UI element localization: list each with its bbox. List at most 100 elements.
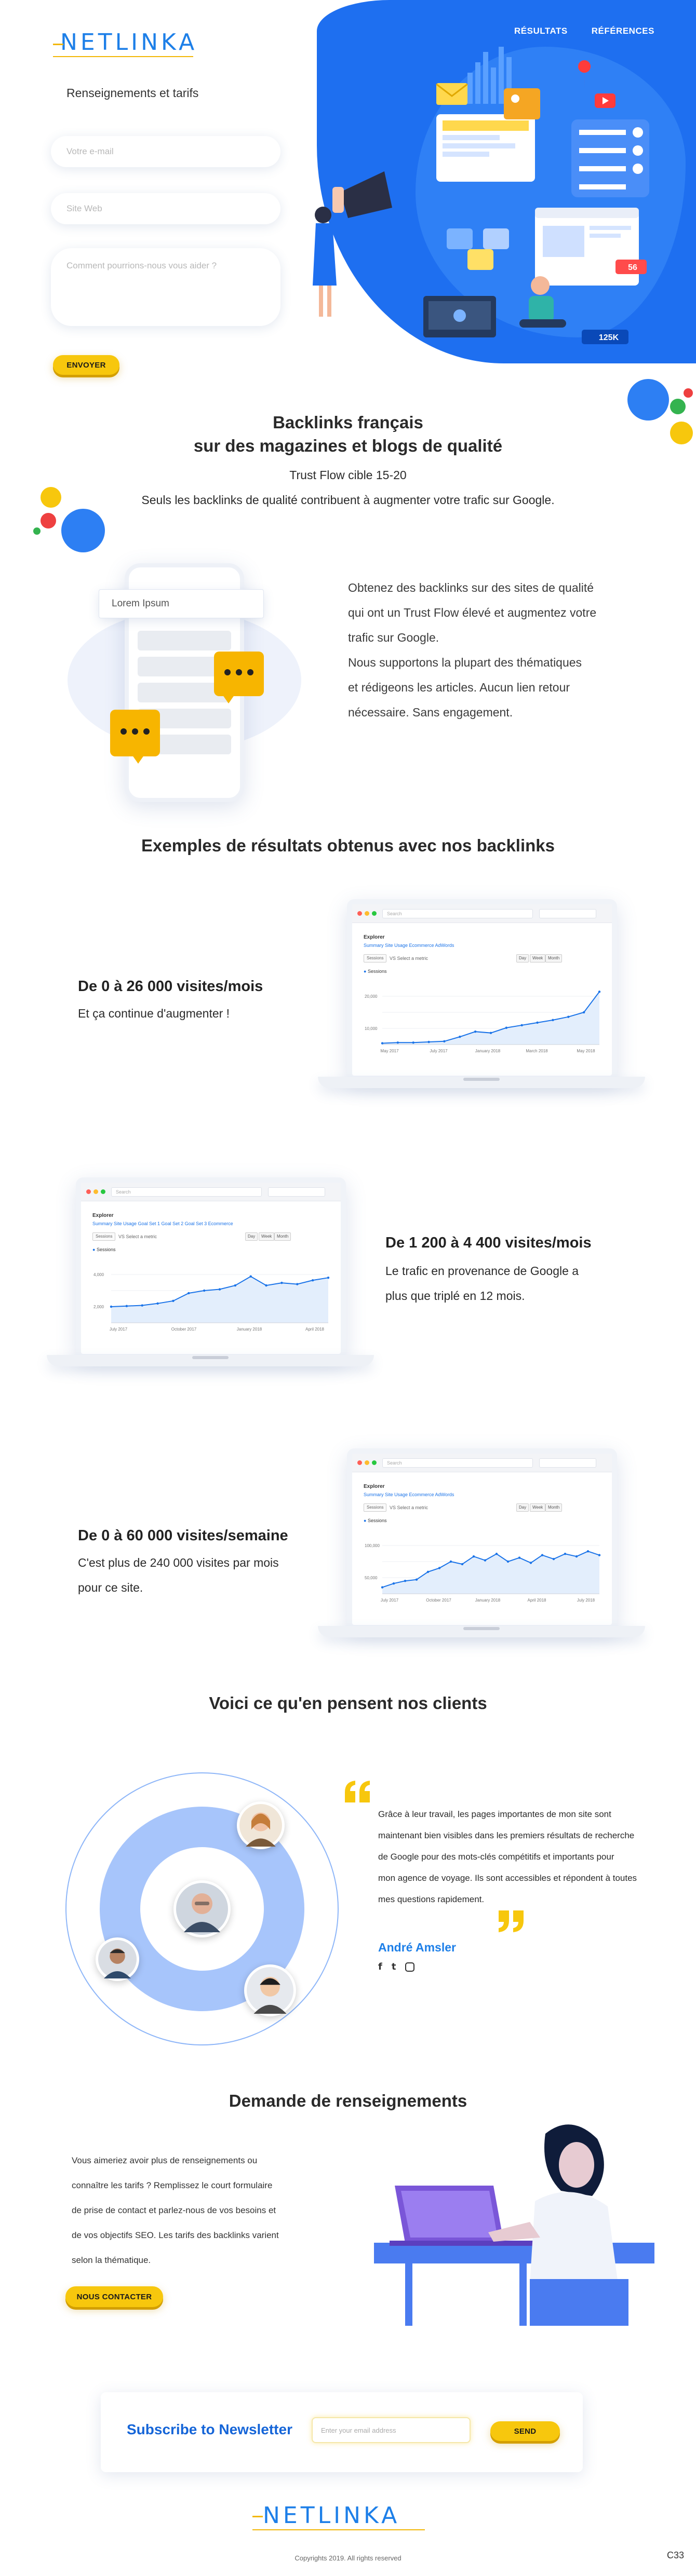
contact-line: de prise de contact et parlez-nous de vo… xyxy=(72,2205,276,2215)
x-tick-label: April 2018 xyxy=(527,1598,546,1603)
avatar-client-3 xyxy=(96,1937,139,1981)
footer-logo-underline xyxy=(252,2529,425,2530)
week-button: Week xyxy=(530,954,546,962)
chart-point xyxy=(489,1032,492,1034)
chart-point xyxy=(520,1024,523,1026)
decor-dot-blue xyxy=(627,379,669,421)
header-logo[interactable]: NETLINKA xyxy=(60,29,198,56)
x-tick-label: July 2017 xyxy=(381,1598,399,1603)
x-tick-label: July 2017 xyxy=(430,1049,448,1053)
vs-select: VS Select a metric xyxy=(390,956,429,961)
feature-text: Obtenez des backlinks sur des sites de q… xyxy=(348,575,639,725)
vs-select: VS Select a metric xyxy=(118,1234,157,1239)
quote-line: Grâce à leur travail, les pages importan… xyxy=(378,1809,611,1819)
email-field[interactable]: Votre e-mail xyxy=(51,136,280,167)
contact-button[interactable]: NOUS CONTACTER xyxy=(65,2286,163,2307)
chart-point xyxy=(203,1289,206,1292)
person-body xyxy=(530,2192,618,2284)
result-2-title: De 1 200 à 4 400 visites/mois xyxy=(385,1235,592,1251)
nav-resultats[interactable]: RÉSULTATS xyxy=(514,26,568,36)
decor-dot-yellow-left xyxy=(41,487,61,508)
avatar-client-4 xyxy=(244,1964,296,2016)
chart-point xyxy=(518,1556,521,1559)
intro-title-line2: sur des magazines et blogs de qualité xyxy=(193,436,503,455)
chart-point xyxy=(459,1035,461,1038)
chart-point xyxy=(249,1275,252,1278)
open-quote-icon xyxy=(345,1781,370,1802)
stat-badge xyxy=(582,330,628,344)
week-button: Week xyxy=(530,1503,546,1512)
chart-area xyxy=(382,992,599,1045)
contact-illustration xyxy=(374,2124,654,2326)
y-tick-label: 50,000 xyxy=(365,1576,378,1580)
decor-dot-blue-left xyxy=(61,509,105,552)
result-2-line: Le trafic en provenance de Google a xyxy=(385,1264,579,1278)
notification-badge xyxy=(615,260,647,274)
decor-dot-green xyxy=(670,399,686,414)
chart-point xyxy=(381,1586,384,1589)
testimonial-orbit xyxy=(65,1772,339,2045)
facebook-icon[interactable]: f xyxy=(378,1961,382,1972)
x-tick-label: March 2018 xyxy=(526,1049,548,1053)
chart-point xyxy=(141,1304,143,1307)
feature-line: Nous supportons la plupart des thématiqu… xyxy=(348,656,582,669)
twitter-icon[interactable]: t xyxy=(391,1961,396,1972)
screen-heading: Explorer xyxy=(364,934,385,940)
chart-point xyxy=(438,1567,441,1569)
url-bar: Search xyxy=(111,1187,262,1197)
x-tick-label: May 2018 xyxy=(577,1049,595,1053)
logo-underline xyxy=(53,56,193,57)
footer-copyright: Copyrights 2019. All rights reserved xyxy=(295,2554,401,2562)
stat-badge-value: 125K xyxy=(599,333,619,342)
quote-line: maintenant bien visibles dans les premie… xyxy=(378,1831,635,1840)
chart-point xyxy=(598,991,601,993)
testimonial-quote: Grâce à leur travail, les pages importan… xyxy=(378,1804,659,1910)
screen-tabs: Summary Site Usage Ecommerce AdWords xyxy=(364,943,454,948)
laptop-screenshot-2: Search Explorer Summary Site Usage Goal … xyxy=(47,1177,374,1375)
chart-point xyxy=(567,1015,570,1018)
chart-point xyxy=(461,1563,464,1566)
submit-button[interactable]: ENVOYER xyxy=(53,355,119,375)
intro-title-line1: Backlinks français xyxy=(273,413,423,432)
url-bar: Search xyxy=(382,1458,533,1468)
contact-text: Vous aimeriez avoir plus de renseignemen… xyxy=(72,2148,316,2273)
avatar-client-2 xyxy=(237,1801,285,1849)
x-tick-label: January 2018 xyxy=(475,1598,501,1603)
feature-line: nécessaire. Sans engagement. xyxy=(348,706,513,719)
newsletter-email-input[interactable]: Enter your email address xyxy=(312,2417,471,2443)
chart-legend: ● Sessions xyxy=(92,1247,116,1252)
corner-label: C33 xyxy=(667,2550,685,2560)
chart-point xyxy=(474,1031,477,1033)
screen-tabs: Summary Site Usage Goal Set 1 Goal Set 2… xyxy=(92,1221,233,1226)
phone-placeholder-1 xyxy=(138,631,231,650)
megaphone-icon xyxy=(340,171,392,218)
chart-point xyxy=(396,1041,399,1044)
testimonial-author: André Amsler xyxy=(378,1941,456,1954)
website-field[interactable]: Site Web xyxy=(51,193,280,224)
instagram-icon[interactable]: ig xyxy=(405,1962,415,1972)
message-field[interactable]: Comment pourrions-nous vous aider ? xyxy=(51,248,280,326)
chart-point xyxy=(415,1578,418,1581)
week-button: Week xyxy=(259,1232,275,1241)
x-tick-label: July 2017 xyxy=(110,1327,128,1332)
newsletter-send-button[interactable]: SEND xyxy=(490,2421,560,2441)
x-tick-label: January 2018 xyxy=(475,1049,501,1053)
chart-point xyxy=(426,1570,430,1574)
person-icon xyxy=(531,276,550,295)
main-nav: RÉSULTATS RÉFÉRENCES xyxy=(514,26,654,36)
chart-point xyxy=(172,1299,175,1303)
contact-line: connaître les tarifs ? Remplissez le cou… xyxy=(72,2180,273,2190)
x-tick-label: October 2017 xyxy=(426,1598,451,1603)
nav-references[interactable]: RÉFÉRENCES xyxy=(591,26,654,36)
result-2-line: plus que triplé en 12 mois. xyxy=(385,1289,525,1303)
contact-line: selon la thématique. xyxy=(72,2255,151,2265)
y-tick-label: 20,000 xyxy=(365,994,378,999)
footer-logo[interactable]: NETLINKA xyxy=(263,2502,400,2529)
month-button: Month xyxy=(545,954,563,962)
chart-point xyxy=(536,1021,539,1024)
result-1-text: Et ça continue d'augmenter ! xyxy=(78,1007,230,1020)
avatar-main xyxy=(173,1880,231,1937)
day-button: Day xyxy=(516,954,529,962)
map-pin-icon xyxy=(578,60,591,88)
